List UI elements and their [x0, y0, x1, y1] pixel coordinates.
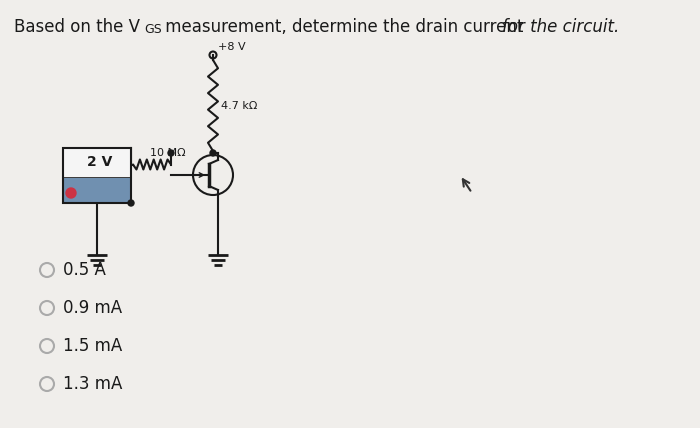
Text: 2 V: 2 V: [87, 155, 112, 169]
Circle shape: [66, 188, 76, 198]
Text: measurement, determine the drain current: measurement, determine the drain current: [160, 18, 528, 36]
Text: 0.9 mA: 0.9 mA: [63, 299, 122, 317]
Circle shape: [128, 200, 134, 206]
Text: 1.3 mA: 1.3 mA: [63, 375, 122, 393]
Text: 10 MΩ: 10 MΩ: [150, 148, 186, 158]
Text: +8 V: +8 V: [218, 42, 246, 52]
Text: 0.5 A: 0.5 A: [63, 261, 106, 279]
Text: 1.5 mA: 1.5 mA: [63, 337, 122, 355]
Text: GS: GS: [144, 23, 162, 36]
Text: 4.7 kΩ: 4.7 kΩ: [221, 101, 258, 110]
Circle shape: [168, 150, 174, 156]
Text: Based on the V: Based on the V: [14, 18, 140, 36]
Circle shape: [210, 150, 216, 156]
Text: for the circuit.: for the circuit.: [502, 18, 620, 36]
FancyBboxPatch shape: [63, 178, 131, 203]
FancyBboxPatch shape: [63, 148, 131, 178]
